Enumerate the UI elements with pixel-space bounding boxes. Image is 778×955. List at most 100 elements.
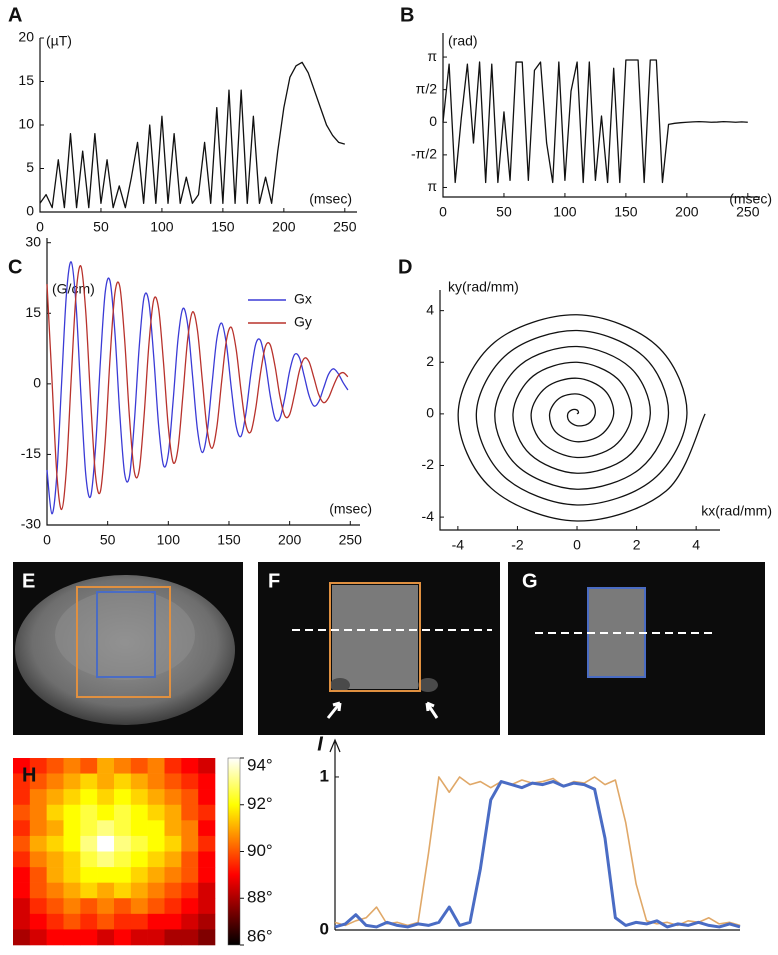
heatmap-cell <box>29 820 47 837</box>
heatmap-cell <box>46 789 64 806</box>
heatmap-cell <box>46 867 64 883</box>
heatmap-cell <box>13 758 31 774</box>
heatmap-cell <box>198 898 216 915</box>
heatmap-cell <box>80 789 98 806</box>
x-tick-label: 0 <box>573 537 581 553</box>
heatmap-cell <box>198 773 216 790</box>
axis-line <box>334 742 740 931</box>
x-tick-label: 0 <box>36 219 44 235</box>
y-axis-label: I <box>317 733 323 755</box>
heatmap-cell <box>147 773 165 790</box>
x-tick-label: -4 <box>452 537 465 553</box>
heatmap-cell <box>130 789 148 806</box>
heatmap-cell <box>164 882 182 899</box>
heatmap-cell <box>164 913 182 930</box>
heatmap-cell <box>63 851 81 868</box>
heatmap-cell <box>97 882 115 899</box>
heatmap-cell <box>130 758 148 774</box>
heatmap-cell <box>97 804 115 821</box>
heatmap-cell <box>130 804 148 821</box>
heatmap-cell <box>13 929 31 946</box>
heatmap-cell <box>46 898 64 915</box>
heatmap-cell <box>97 929 115 946</box>
y-tick-label: 2 <box>426 353 434 369</box>
heatmap-cell <box>97 913 115 930</box>
heatmap-cell <box>13 789 31 806</box>
x-axis-label: kx(rad/mm) <box>701 503 772 519</box>
heatmap-cell <box>130 929 148 946</box>
colorbar-tick-label: 94° <box>247 755 273 774</box>
heatmap-cell <box>63 929 81 946</box>
heatmap-cell <box>181 898 199 915</box>
heatmap-cell <box>63 835 81 852</box>
heatmap-cell <box>63 898 81 915</box>
axis-line <box>39 38 357 213</box>
heatmap-cell <box>130 773 148 790</box>
y-axis-label: (rad) <box>448 33 478 49</box>
brain-core <box>55 590 195 680</box>
y-tick-label: -30 <box>21 516 41 532</box>
panel-label: F <box>268 570 280 592</box>
heatmap-cell <box>114 820 132 837</box>
heatmap-cell <box>164 820 182 837</box>
x-tick-label: 250 <box>339 532 363 548</box>
heatmap-cell <box>13 913 31 930</box>
data-line <box>442 59 748 184</box>
y-tick-label: 30 <box>25 233 41 249</box>
y-tick-label: π <box>427 178 437 194</box>
heatmap-cell <box>147 758 165 774</box>
y-tick-label: -2 <box>422 456 435 472</box>
heatmap-cell <box>130 820 148 837</box>
heatmap-cell <box>13 804 31 821</box>
x-tick-label: 100 <box>553 204 577 220</box>
heatmap-cell <box>80 804 98 821</box>
heatmap-cell <box>29 929 47 946</box>
heatmap-cell <box>181 913 199 930</box>
y-tick-label: 20 <box>18 29 34 45</box>
panel-label: E <box>22 570 35 592</box>
heatmap-cell <box>114 804 132 821</box>
heatmap-cell <box>181 820 199 837</box>
heatmap-cell <box>46 851 64 868</box>
data-line <box>46 265 349 511</box>
x-axis-label: (msec) <box>729 191 772 207</box>
roi-box <box>76 586 171 698</box>
heatmap-cell <box>63 882 81 899</box>
heatmap-cell <box>29 867 47 883</box>
heatmap-cell <box>97 835 115 852</box>
heatmap-cell <box>198 851 216 868</box>
image-g: G <box>508 562 765 735</box>
heatmap-cell <box>130 867 148 883</box>
heatmap-cell <box>114 851 132 868</box>
heatmap-cell <box>164 851 182 868</box>
heatmap-cell <box>198 867 216 883</box>
x-tick-label: 0 <box>43 532 51 548</box>
y-tick-label: 0 <box>33 375 41 391</box>
heatmap-cell <box>147 929 165 946</box>
heatmap-cell <box>63 820 81 837</box>
y-tick-label: -π/2 <box>411 146 437 162</box>
heatmap-cell <box>13 773 31 790</box>
image-e: E <box>13 562 243 735</box>
y-tick-label: π/2 <box>416 80 438 96</box>
heatmap-cell <box>46 773 64 790</box>
heatmap-cell <box>198 882 216 899</box>
heatmap-cell <box>198 913 216 930</box>
heatmap-cell <box>13 835 31 852</box>
heatmap-cell <box>198 929 216 946</box>
heatmap-cell <box>114 882 132 899</box>
x-tick-label: 250 <box>333 219 357 235</box>
heatmap-cell <box>63 758 81 774</box>
heatmap-cell <box>80 882 98 899</box>
panel-label: A <box>8 4 22 26</box>
artifact <box>418 678 438 692</box>
heatmap-cell <box>63 913 81 930</box>
x-tick-label: 200 <box>675 204 699 220</box>
heatmap-cell <box>130 851 148 868</box>
heatmap-cell <box>80 773 98 790</box>
y-tick-label: 0 <box>26 203 34 219</box>
y-tick-label: -15 <box>21 445 41 461</box>
x-tick-label: 150 <box>217 532 241 548</box>
heatmap-cell <box>80 820 98 837</box>
